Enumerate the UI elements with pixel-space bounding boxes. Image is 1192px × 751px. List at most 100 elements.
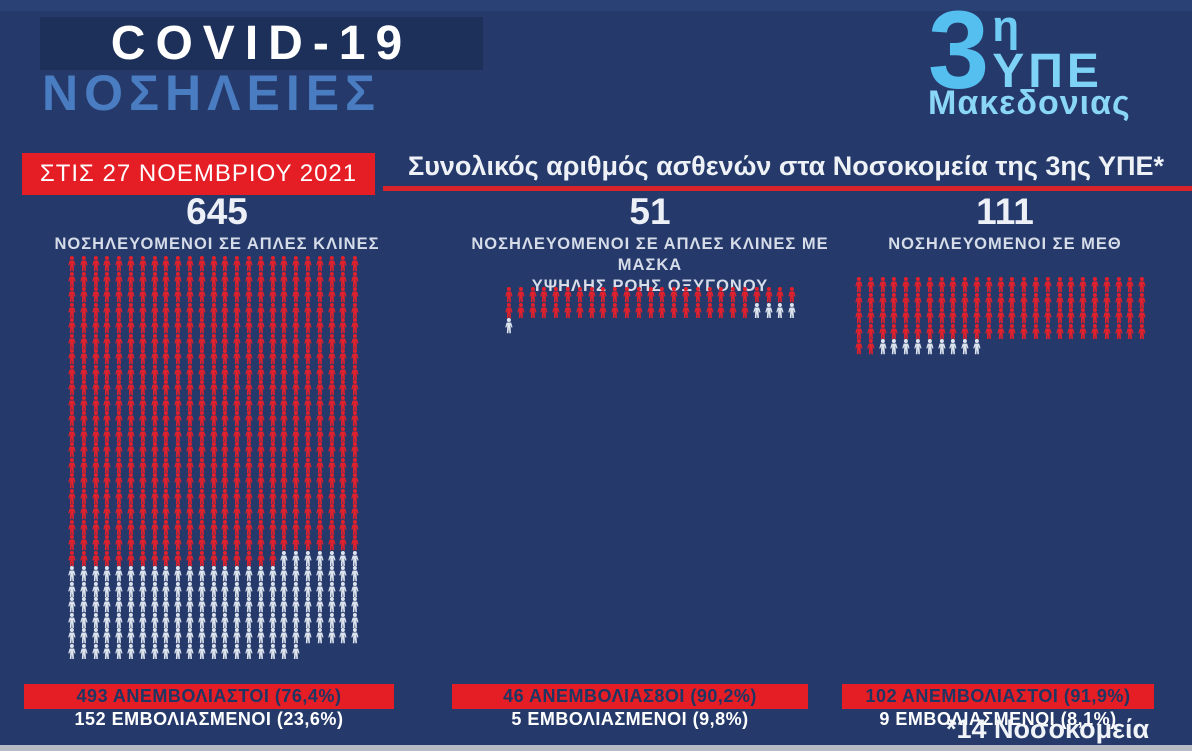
person-icon <box>174 442 182 458</box>
person-icon <box>91 333 100 349</box>
person-icon <box>315 302 324 318</box>
person-icon <box>949 292 957 308</box>
person-icon <box>91 612 100 628</box>
person-icon <box>256 318 265 334</box>
person-icon <box>80 426 88 442</box>
person-icon <box>764 287 773 303</box>
person-icon <box>1079 323 1087 339</box>
person-icon <box>339 535 347 551</box>
person-icon <box>186 457 194 473</box>
logo-digit-3: 3 <box>928 0 990 112</box>
person-icon <box>139 535 147 551</box>
person-icon <box>1114 323 1123 339</box>
person-icon <box>926 308 934 324</box>
person-icon <box>926 339 934 355</box>
person-icon <box>245 349 253 365</box>
person-icon <box>268 287 277 303</box>
person-icon <box>292 519 300 535</box>
person-icon <box>221 488 229 504</box>
person-icon <box>186 488 194 504</box>
person-icon <box>233 628 241 644</box>
person-icon <box>351 566 359 582</box>
label-line: ΝΟΣΗΛΕΥΟΜΕΝΟΙ ΣΕ ΑΠΛΕΣ ΚΛΙΝΕΣ <box>54 235 380 253</box>
person-icon <box>327 519 336 535</box>
person-icon <box>91 349 100 365</box>
person-icon <box>646 302 655 318</box>
person-icon <box>68 256 76 272</box>
person-icon <box>127 581 135 597</box>
person-icon <box>327 380 336 396</box>
person-icon <box>127 457 135 473</box>
person-icon <box>256 535 265 551</box>
person-icon <box>926 292 934 308</box>
person-icon <box>327 349 336 365</box>
person-icon <box>914 308 922 324</box>
person-icon <box>162 287 170 303</box>
person-icon <box>973 339 981 355</box>
person-icon <box>209 380 218 396</box>
person-icon <box>256 643 265 659</box>
person-icon <box>221 411 229 427</box>
person-icon <box>292 302 300 318</box>
person-icon <box>741 302 749 318</box>
person-icon <box>233 488 241 504</box>
person-icon <box>304 318 312 334</box>
person-icon <box>186 612 194 628</box>
person-icon <box>693 287 702 303</box>
person-icon <box>115 457 123 473</box>
person-icon <box>576 302 584 318</box>
person-icon <box>68 612 76 628</box>
person-icon <box>256 271 265 287</box>
person-icon <box>280 581 288 597</box>
person-icon <box>127 426 135 442</box>
person-icon <box>150 488 159 504</box>
person-icon <box>1043 308 1052 324</box>
person-icon <box>327 581 336 597</box>
person-icon <box>91 566 100 582</box>
person-icon <box>209 597 218 613</box>
person-icon <box>127 333 135 349</box>
person-icon <box>576 287 584 303</box>
person-icon <box>245 566 253 582</box>
bottom-edge-strip <box>0 745 1192 751</box>
person-icon <box>103 519 111 535</box>
person-icon <box>327 550 336 566</box>
person-icon <box>327 411 336 427</box>
person-icon <box>1067 292 1075 308</box>
person-icon <box>268 457 277 473</box>
person-icon <box>245 411 253 427</box>
person-icon <box>150 643 159 659</box>
person-icon <box>339 612 347 628</box>
person-icon <box>878 323 887 339</box>
person-icon <box>327 566 336 582</box>
person-icon <box>280 628 288 644</box>
person-icon <box>233 519 241 535</box>
person-icon <box>198 302 206 318</box>
person-icon <box>80 504 88 520</box>
title-underline <box>383 186 1192 191</box>
person-icon <box>68 519 76 535</box>
person-icon <box>162 333 170 349</box>
person-icon <box>186 411 194 427</box>
person-icon <box>198 271 206 287</box>
person-icon <box>198 442 206 458</box>
person-icon <box>233 380 241 396</box>
person-icon <box>280 256 288 272</box>
person-icon <box>198 566 206 582</box>
person-icon <box>198 333 206 349</box>
person-icon <box>315 597 324 613</box>
person-icon <box>315 380 324 396</box>
person-icon <box>91 395 100 411</box>
person-icon <box>91 318 100 334</box>
person-icon <box>327 457 336 473</box>
person-icon <box>80 318 88 334</box>
person-icon <box>351 550 359 566</box>
person-icon <box>80 333 88 349</box>
unvaccinated-banner-simple-beds: 493 ΑΝΕΜΒΟΛΙΑΣΤΟΙ (76,4%) <box>24 684 394 709</box>
person-icon <box>209 457 218 473</box>
person-icon <box>174 256 182 272</box>
person-icon <box>80 519 88 535</box>
person-icon <box>351 473 359 489</box>
person-icon <box>304 488 312 504</box>
person-icon <box>280 395 288 411</box>
